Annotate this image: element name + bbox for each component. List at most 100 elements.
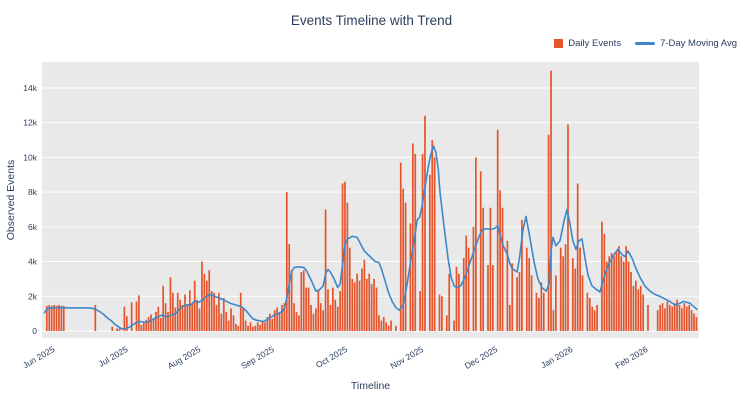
bar[interactable] [542, 292, 545, 331]
bar[interactable] [581, 275, 584, 331]
bar[interactable] [261, 320, 264, 331]
bar[interactable] [157, 306, 160, 331]
bar[interactable] [625, 245, 628, 331]
bar[interactable] [125, 316, 128, 331]
bar[interactable] [208, 270, 211, 331]
bar[interactable] [290, 270, 293, 331]
bar[interactable] [608, 256, 611, 331]
bar[interactable] [227, 320, 230, 331]
bar[interactable] [278, 311, 281, 331]
bar[interactable] [285, 192, 288, 331]
bar[interactable] [94, 304, 97, 331]
bar[interactable] [145, 319, 148, 331]
bar[interactable] [421, 153, 424, 331]
bar[interactable] [559, 247, 562, 331]
bar[interactable] [618, 245, 620, 331]
bar[interactable] [298, 315, 300, 331]
bar[interactable] [516, 277, 518, 331]
bar[interactable] [281, 304, 283, 331]
bar[interactable] [188, 290, 191, 331]
bar[interactable] [499, 190, 501, 331]
bar[interactable] [511, 263, 514, 331]
bar[interactable] [307, 287, 310, 331]
bar[interactable] [273, 310, 276, 331]
bar[interactable] [196, 299, 198, 331]
bar[interactable] [210, 291, 213, 331]
bar[interactable] [317, 289, 320, 331]
bar[interactable] [409, 223, 412, 331]
bar[interactable] [525, 247, 528, 331]
bar[interactable] [428, 174, 431, 331]
bar[interactable] [630, 271, 632, 331]
bar[interactable] [334, 299, 337, 331]
bar[interactable] [222, 298, 225, 331]
legend-item-moving-avg[interactable]: 7-Day Moving Avg [635, 38, 737, 49]
bar[interactable] [576, 183, 579, 331]
bar[interactable] [356, 273, 358, 331]
bar[interactable] [283, 303, 286, 331]
bar[interactable] [50, 305, 53, 331]
bar[interactable] [295, 311, 298, 331]
bar[interactable] [482, 207, 484, 331]
bar[interactable] [167, 311, 169, 331]
bar[interactable] [596, 304, 598, 331]
bar[interactable] [135, 301, 138, 331]
bar[interactable] [412, 143, 414, 331]
bar[interactable] [55, 305, 58, 331]
bar[interactable] [632, 285, 635, 331]
plot-area[interactable] [42, 62, 699, 338]
bar[interactable] [259, 324, 261, 331]
bar[interactable] [346, 202, 349, 331]
bar[interactable] [271, 318, 274, 331]
bar[interactable] [501, 207, 504, 331]
bar[interactable] [239, 292, 242, 331]
bar[interactable] [215, 304, 218, 331]
bar[interactable] [404, 202, 407, 331]
bar[interactable] [310, 304, 312, 331]
bar[interactable] [191, 303, 194, 331]
bar[interactable] [312, 313, 315, 331]
bar[interactable] [348, 247, 351, 331]
bar[interactable] [693, 313, 695, 331]
bar[interactable] [322, 310, 325, 331]
bar[interactable] [315, 308, 317, 331]
bar[interactable] [455, 266, 458, 331]
bar[interactable] [368, 273, 371, 331]
bar[interactable] [491, 265, 494, 331]
bar[interactable] [380, 320, 383, 331]
bar[interactable] [198, 308, 201, 331]
bar[interactable] [535, 292, 538, 331]
bar[interactable] [123, 306, 126, 331]
bar[interactable] [550, 70, 552, 331]
bar[interactable] [203, 273, 206, 331]
legend-item-daily-events[interactable]: Daily Events [554, 38, 621, 49]
bar[interactable] [588, 298, 591, 331]
bar[interactable] [639, 285, 642, 331]
bar[interactable] [53, 304, 55, 331]
bar[interactable] [601, 221, 603, 331]
bar[interactable] [45, 305, 48, 331]
bar[interactable] [659, 304, 661, 331]
bar[interactable] [685, 306, 688, 331]
bar[interactable] [159, 317, 162, 331]
bar[interactable] [538, 298, 540, 331]
bar[interactable] [147, 317, 150, 331]
bar[interactable] [688, 304, 691, 331]
bar[interactable] [237, 325, 240, 331]
bar[interactable] [184, 294, 186, 331]
bar[interactable] [130, 302, 133, 331]
bar[interactable] [414, 153, 417, 331]
bar[interactable] [256, 322, 259, 331]
bar[interactable] [399, 162, 402, 331]
bar[interactable] [462, 258, 465, 331]
bar[interactable] [155, 311, 157, 331]
bar[interactable] [489, 207, 492, 331]
bar[interactable] [479, 171, 482, 331]
bar[interactable] [48, 304, 51, 331]
bar[interactable] [586, 292, 589, 331]
bar[interactable] [60, 305, 63, 331]
bar[interactable] [627, 261, 630, 331]
bar[interactable] [218, 292, 220, 331]
bar[interactable] [552, 310, 555, 331]
